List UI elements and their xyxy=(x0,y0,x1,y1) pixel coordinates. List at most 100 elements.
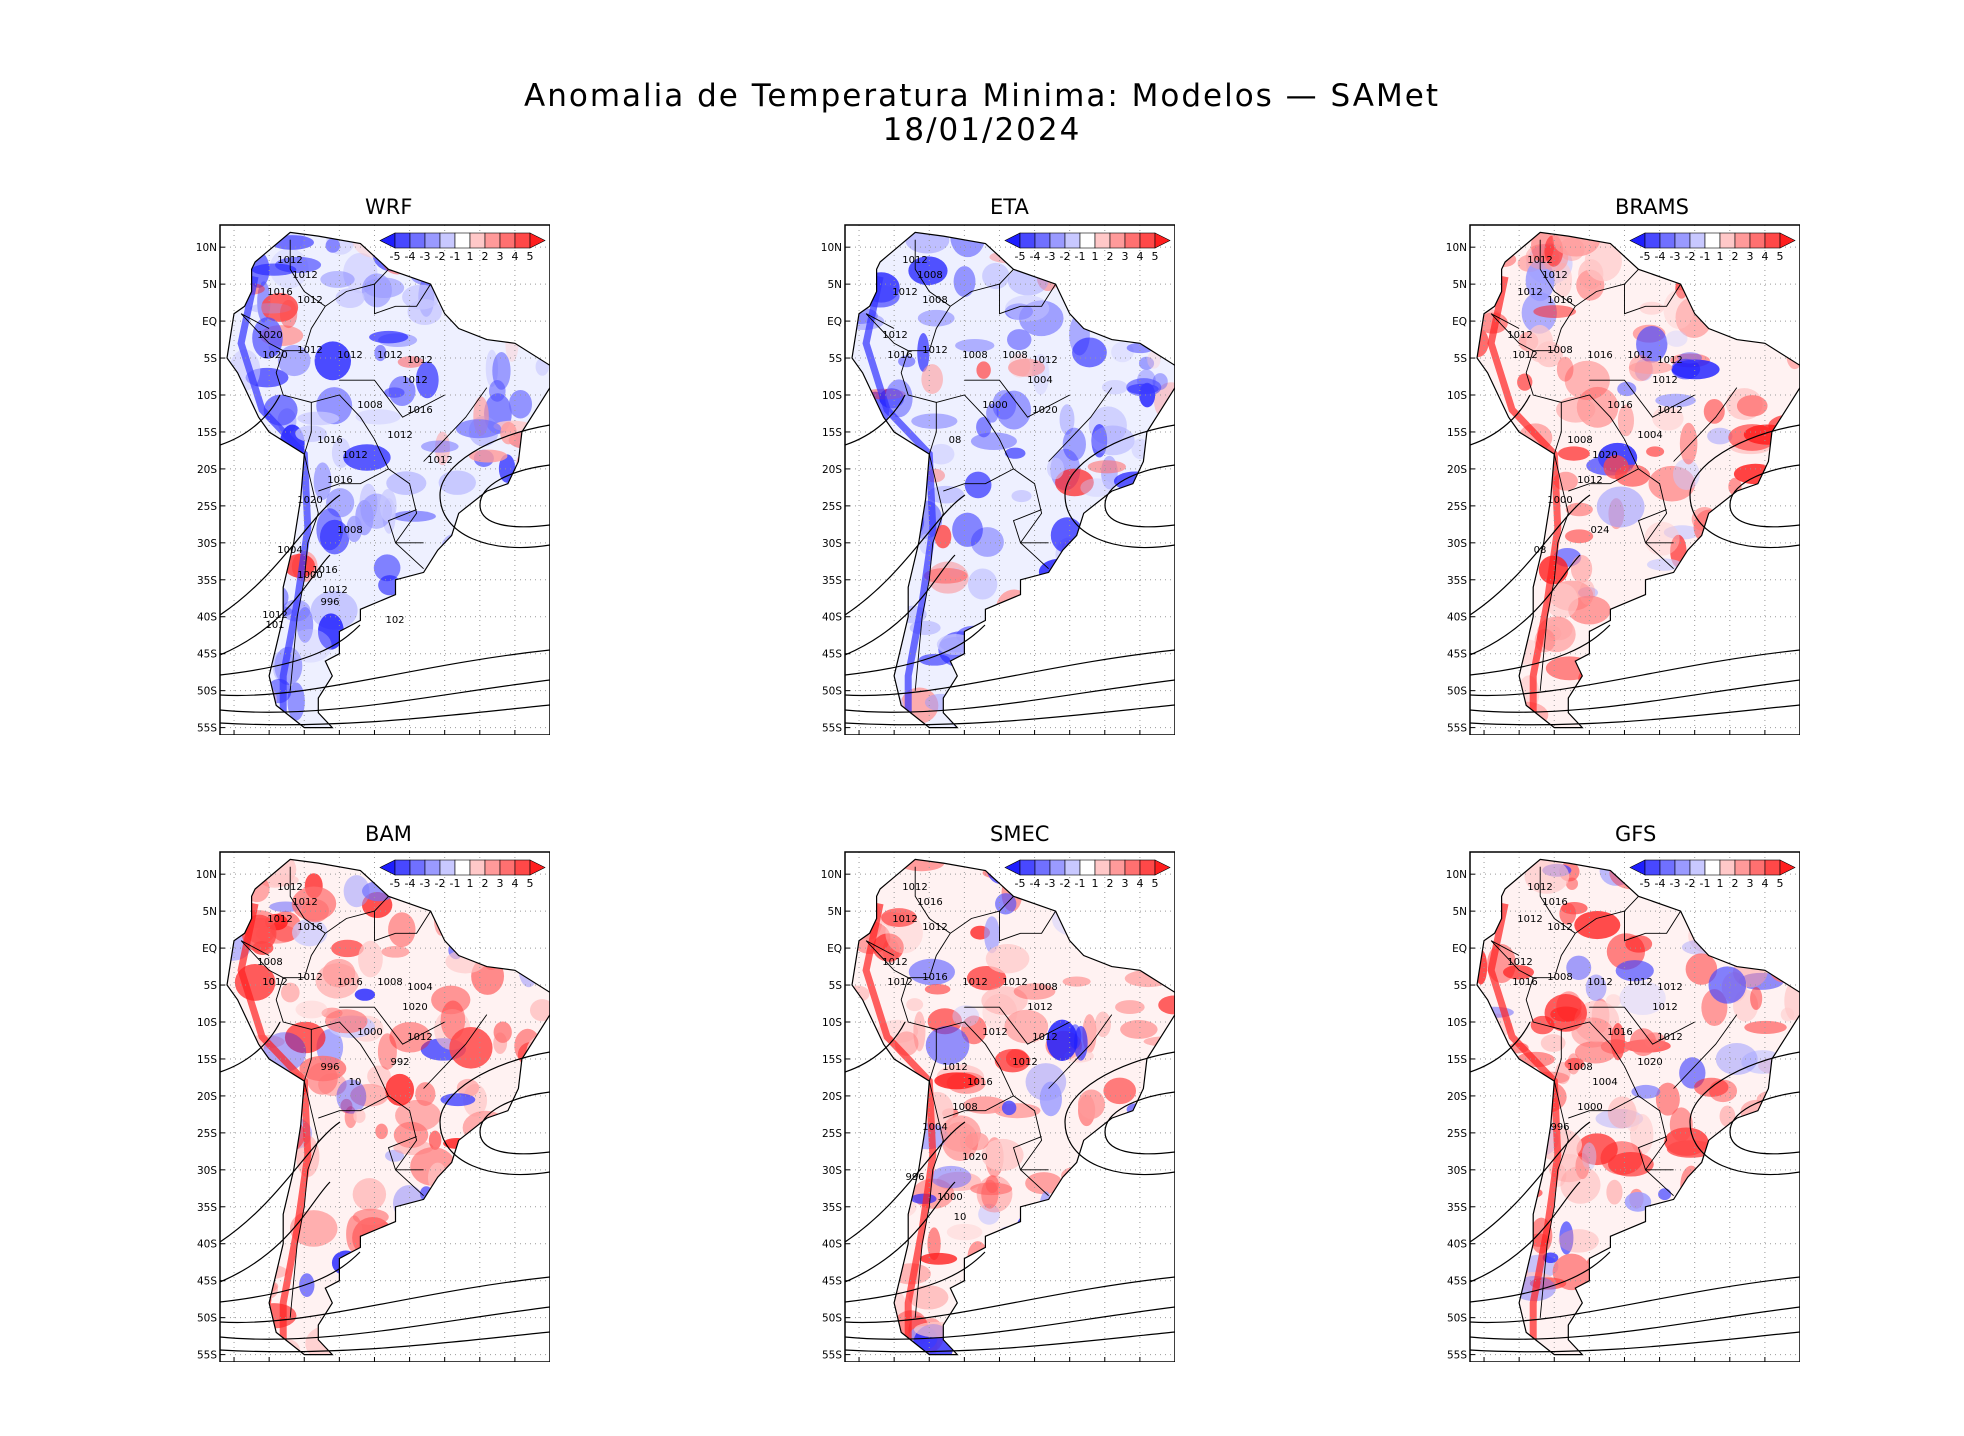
panel-gfs: GFS 1012 1016 1012 1012 1012 1016 1008 1012 1012 1… xyxy=(1440,822,1800,1382)
anomaly-cell xyxy=(1646,446,1665,457)
country-border xyxy=(1048,387,1113,462)
anomaly-cell xyxy=(852,246,861,287)
anomaly-cell xyxy=(245,1098,268,1111)
anomaly-cell xyxy=(402,1227,419,1242)
anomaly-cell xyxy=(1683,1203,1729,1222)
lat-label: 25S xyxy=(197,501,217,513)
lat-label: 30S xyxy=(822,538,842,550)
lat-label: 50S xyxy=(197,1313,217,1325)
country-border xyxy=(388,1095,424,1197)
isobar-label: 1008 xyxy=(1567,435,1592,446)
anomaly-cell xyxy=(1517,373,1533,391)
anomaly-cell xyxy=(343,444,391,471)
panel-title: SMEC xyxy=(990,822,1050,846)
isobar xyxy=(220,494,341,616)
isobar xyxy=(845,1181,956,1283)
country-border xyxy=(1012,509,1049,544)
colorbar-label: 2 xyxy=(1107,250,1114,263)
lat-label: EQ xyxy=(1452,316,1467,328)
anomaly-cell xyxy=(1658,1188,1672,1201)
anomaly-cell xyxy=(485,292,521,335)
country-border xyxy=(999,910,1056,942)
lat-label: 5N xyxy=(827,906,842,918)
panel-eta: ETA 1012 1008 1012 1008 1012 1016 1012 1008 1008 1… xyxy=(815,195,1175,755)
anomaly-cell xyxy=(249,1271,263,1312)
colorbar-label: -5 xyxy=(1015,250,1026,263)
isobar-label: 1016 xyxy=(967,1077,992,1088)
anomaly-cell xyxy=(1498,577,1520,618)
figure-date: 18/01/2024 xyxy=(882,112,1082,148)
country-border xyxy=(1525,977,1562,1082)
anomaly-cell xyxy=(1671,359,1720,380)
anomaly-cell xyxy=(1115,1000,1145,1015)
lat-label: 50S xyxy=(822,1313,842,1325)
colorbar-label: 5 xyxy=(527,250,534,263)
lat-label: 35S xyxy=(197,575,217,587)
colorbar-swatch xyxy=(484,232,501,249)
anomaly-cell xyxy=(1559,902,1577,925)
anomaly-cell xyxy=(1759,313,1800,339)
colorbar-swatch xyxy=(469,859,486,876)
anomaly-cell xyxy=(234,501,270,529)
anomaly-cell xyxy=(1624,1192,1652,1212)
colorbar-label: 3 xyxy=(497,877,504,890)
anomaly-cell xyxy=(1094,514,1121,525)
anomaly-cell xyxy=(1607,1152,1654,1177)
colorbar-swatch xyxy=(469,232,486,249)
anomaly-cell xyxy=(1531,232,1555,263)
colorbar-swatch xyxy=(1719,859,1736,876)
isobar-label: 1008 xyxy=(952,1102,977,1113)
anomaly-cell xyxy=(1156,318,1174,343)
colorbar-label: 1 xyxy=(1717,877,1724,890)
lat-label: 15S xyxy=(197,427,217,439)
lat-label: 10N xyxy=(1446,242,1467,254)
colorbar-label: -1 xyxy=(1700,877,1711,890)
coastline xyxy=(851,858,1175,1356)
isobar-label: 1012 xyxy=(297,972,322,983)
colorbar-swatch xyxy=(1719,232,1736,249)
anomaly-cell xyxy=(355,409,401,425)
anomaly-cell xyxy=(1036,1258,1083,1277)
anomaly-cell xyxy=(913,1321,962,1338)
lat-label: EQ xyxy=(827,316,842,328)
isobar-label: 1008 xyxy=(1032,982,1057,993)
country-border xyxy=(1013,468,1049,570)
isobar xyxy=(220,1181,331,1283)
anomaly-cell xyxy=(479,575,518,589)
isobar-label: 1012 xyxy=(342,450,367,461)
isobar xyxy=(845,394,906,446)
lat-label: 10N xyxy=(821,242,842,254)
isobar-label: 08 xyxy=(1534,545,1547,556)
colorbar-label: -5 xyxy=(1640,250,1651,263)
lat-label: EQ xyxy=(1452,943,1467,955)
anomaly-cell xyxy=(1012,597,1027,611)
isobar-label: 1012 xyxy=(1032,355,1057,366)
anomaly-cell xyxy=(493,1021,512,1043)
anomaly-cell xyxy=(448,1313,462,1353)
anomaly-cell xyxy=(1665,330,1688,347)
colorbar-swatch xyxy=(1049,859,1066,876)
isobar-label: 1020 xyxy=(257,330,282,341)
lat-label: 20S xyxy=(822,1091,842,1103)
colorbar-swatch xyxy=(394,859,411,876)
colorbar-swatch xyxy=(1109,232,1126,249)
isobar-label: 1012 xyxy=(377,350,402,361)
anomaly-cell xyxy=(415,361,439,399)
colorbar-label: 3 xyxy=(497,250,504,263)
country-border xyxy=(1637,509,1674,544)
anomaly-cell xyxy=(1018,300,1064,337)
anomaly-cell xyxy=(353,1109,366,1124)
anomaly-cell xyxy=(1104,645,1147,683)
anomaly-cell xyxy=(1483,553,1498,593)
anomaly-cell xyxy=(1615,960,1654,982)
anomaly-cell xyxy=(1652,603,1683,629)
anomaly-cell xyxy=(1664,607,1691,632)
colorbar-label: 2 xyxy=(1732,877,1739,890)
anomaly-cell xyxy=(381,946,410,958)
anomaly-cell xyxy=(227,1237,274,1259)
anomaly-cell xyxy=(906,998,924,1012)
isobar-label: 1012 xyxy=(882,957,907,968)
isobar-label: 1012 xyxy=(1032,1032,1057,1043)
